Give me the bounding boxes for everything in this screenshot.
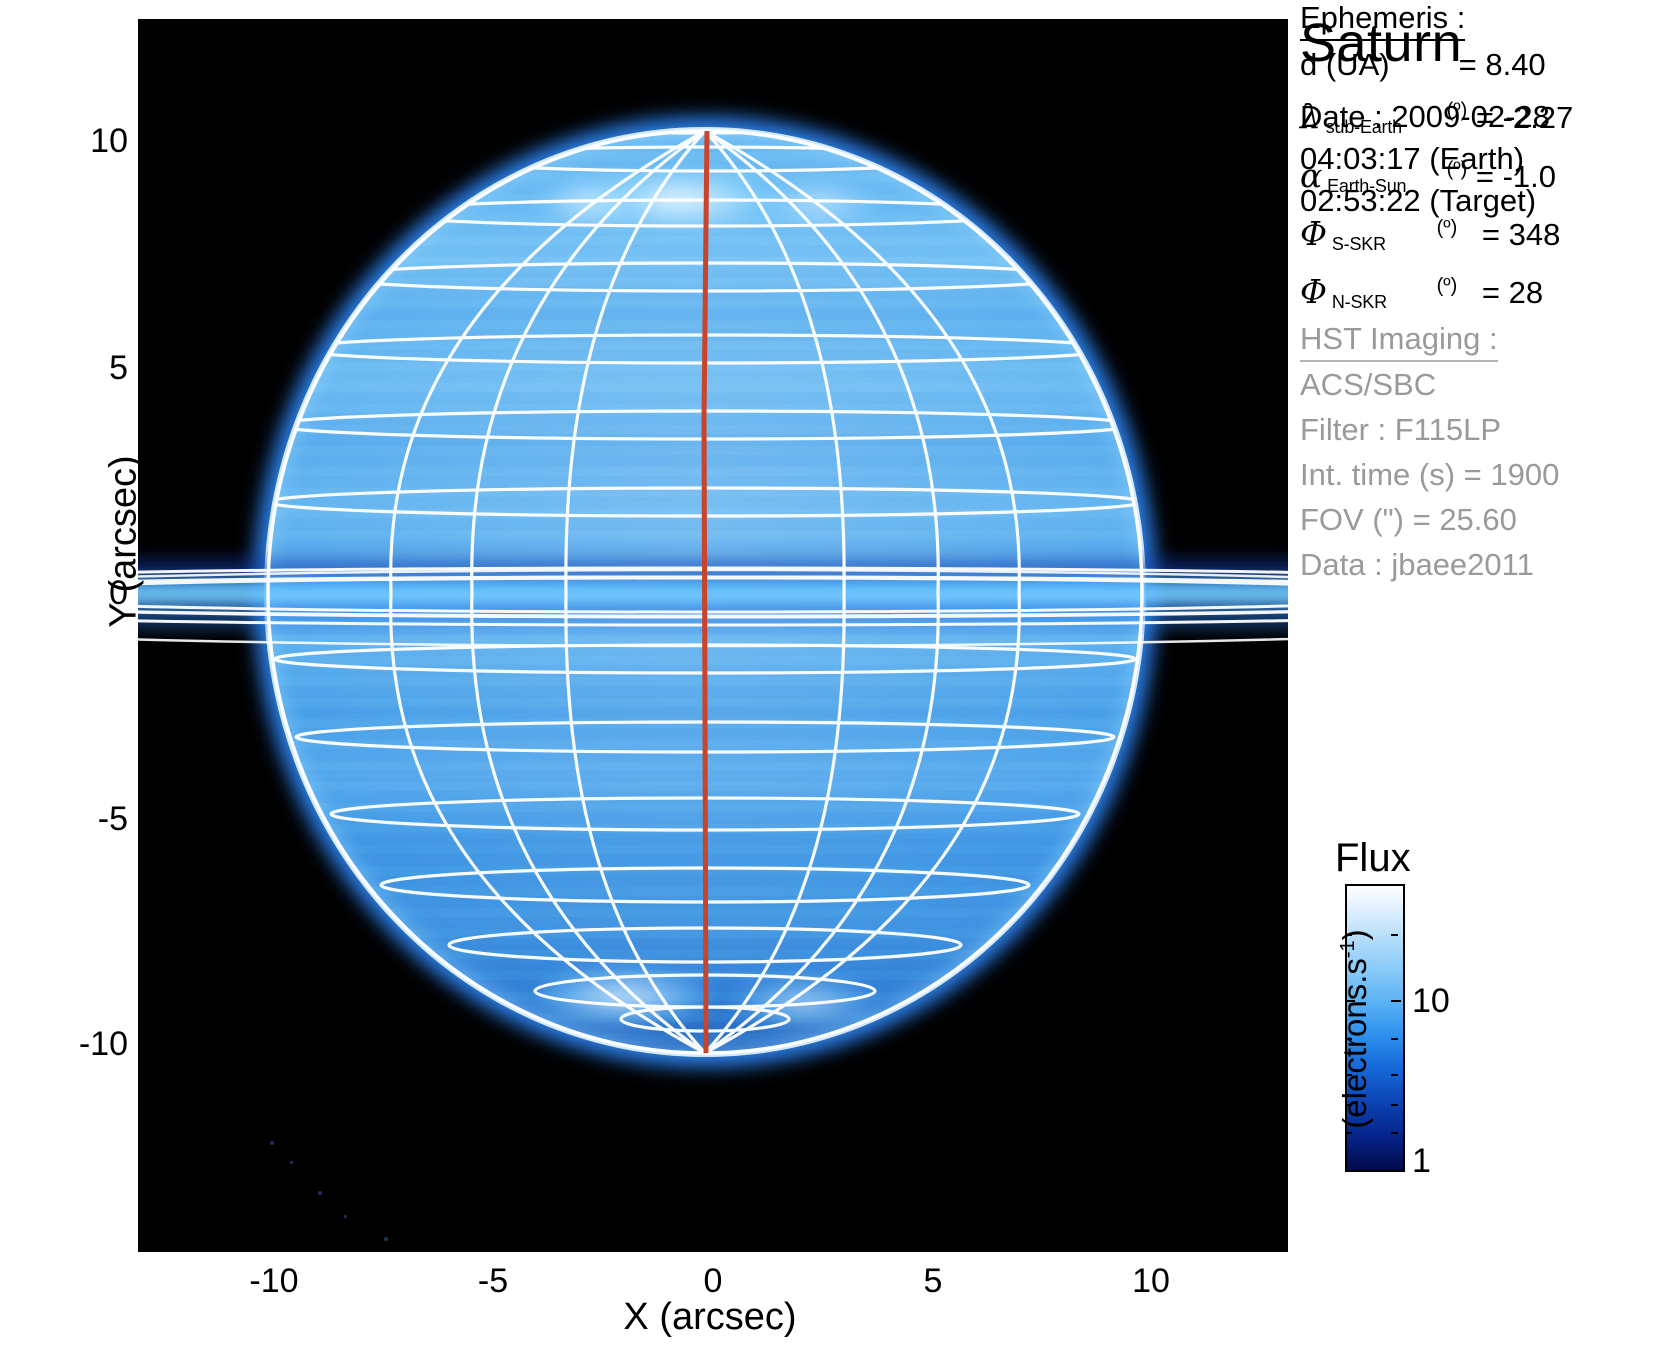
ephemeris-value: = 8.40	[1458, 47, 1546, 82]
colorbar-tick	[1391, 1000, 1401, 1002]
ephemeris-value: = -1.0	[1475, 158, 1557, 194]
colorbar-tick	[1391, 1132, 1398, 1134]
y-tick-label: 5	[109, 349, 128, 387]
ephemeris-row-south-skr-phase: Φ S-SKR (º) = 348	[1300, 213, 1561, 254]
hst-imaging-heading: HST Imaging :	[1300, 321, 1498, 363]
colorbar-gradient	[1345, 884, 1405, 1172]
image-plot-area	[138, 19, 1288, 1252]
observation-date-block: Date : 2009-02-28 04:03:17 (Earth) 02:53…	[1300, 96, 1550, 222]
ephemeris-value: = 348	[1481, 216, 1561, 252]
info-panel: Saturn Date : 2009-02-28 04:03:17 (Earth…	[1300, 0, 1676, 1367]
background-speck	[318, 1191, 322, 1195]
colorbar-tick	[1391, 884, 1401, 886]
x-tick-label: -5	[477, 1262, 509, 1300]
background-speck	[270, 1141, 274, 1145]
y-axis-label: Y (arcsec)	[102, 455, 145, 628]
background-speck	[344, 1215, 347, 1218]
ephemeris-row-distance: d (UA) = 8.40	[1300, 47, 1546, 82]
hst-fov: FOV (") = 25.60	[1300, 502, 1517, 538]
x-tick-label: -10	[249, 1262, 299, 1300]
hst-instrument: ACS/SBC	[1300, 367, 1437, 403]
colorbar-tick	[1345, 884, 1355, 886]
colorbar-unit-label: (electrons.s-1)	[1336, 864, 1374, 1194]
colorbar-tick	[1345, 1104, 1352, 1106]
ephemeris-row-sub-earth-latitude: λ sub-Earth (º) = -2.27	[1300, 97, 1574, 138]
y-tick-label: -10	[78, 1025, 128, 1063]
x-tick-label: 0	[703, 1262, 723, 1300]
ephemeris-row-earth-sun-angle: α Earth-Sun (º) = -1.0	[1300, 155, 1557, 196]
colorbar-unit-text: (electrons.s	[1336, 958, 1373, 1129]
colorbar-tick	[1345, 1038, 1352, 1040]
y-tick-label: 0	[109, 574, 128, 612]
colorbar-tick	[1391, 1038, 1398, 1040]
colorbar-title: Flux	[1335, 836, 1411, 880]
colorbar-tick-label-high: 10	[1412, 982, 1450, 1020]
colorbar-tick	[1391, 934, 1398, 936]
colorbar-tick	[1391, 1074, 1398, 1076]
colorbar-tick	[1345, 1074, 1352, 1076]
earth-time-line: 04:03:17 (Earth)	[1300, 141, 1525, 176]
hst-integration-time: Int. time (s) = 1900	[1300, 457, 1560, 493]
ephemeris-row-north-skr-phase: Φ N-SKR (º) = 28	[1300, 272, 1544, 313]
x-axis-label: X (arcsec)	[623, 1296, 797, 1338]
ephemeris-table: d (UA) = 8.40 λ sub-Earth (º) = -2.27 α …	[1300, 41, 1676, 321]
x-tick-label: 10	[1132, 1262, 1170, 1300]
colorbar-tick	[1345, 934, 1352, 936]
target-time-line: 02:53:22 (Target)	[1300, 183, 1537, 218]
hst-filter: Filter : F115LP	[1300, 412, 1502, 448]
colorbar-tick	[1345, 1132, 1352, 1134]
date-line: Date : 2009-02-28	[1300, 99, 1550, 134]
ephemeris-value: = 28	[1481, 275, 1544, 311]
latitude-longitude-grid	[266, 129, 1144, 1055]
colorbar-unit-close: )	[1336, 929, 1373, 941]
y-tick-label: 10	[90, 122, 128, 160]
colorbar-tick	[1345, 1000, 1355, 1002]
central-meridian-line	[701, 131, 710, 1053]
background-speck	[384, 1237, 388, 1241]
ephemeris-heading: Ephemeris :	[1300, 0, 1466, 41]
hst-imaging-table: ACS/SBC Filter : F115LP Int. time (s) = …	[1300, 362, 1676, 587]
y-tick-label: -5	[97, 800, 128, 838]
ephemeris-value: = -2.27	[1475, 100, 1574, 136]
colorbar-tick-label-low: 1	[1412, 1142, 1431, 1180]
colorbar-tick	[1391, 1104, 1398, 1106]
hst-dataset: Data : jbaee2011	[1300, 547, 1534, 583]
page-title: Saturn	[1300, 13, 1463, 73]
background-speck	[290, 1161, 293, 1164]
colorbar-unit-exponent: -1	[1337, 940, 1359, 959]
south-aurora-emission	[538, 971, 708, 1023]
x-tick-label: 5	[923, 1262, 943, 1300]
